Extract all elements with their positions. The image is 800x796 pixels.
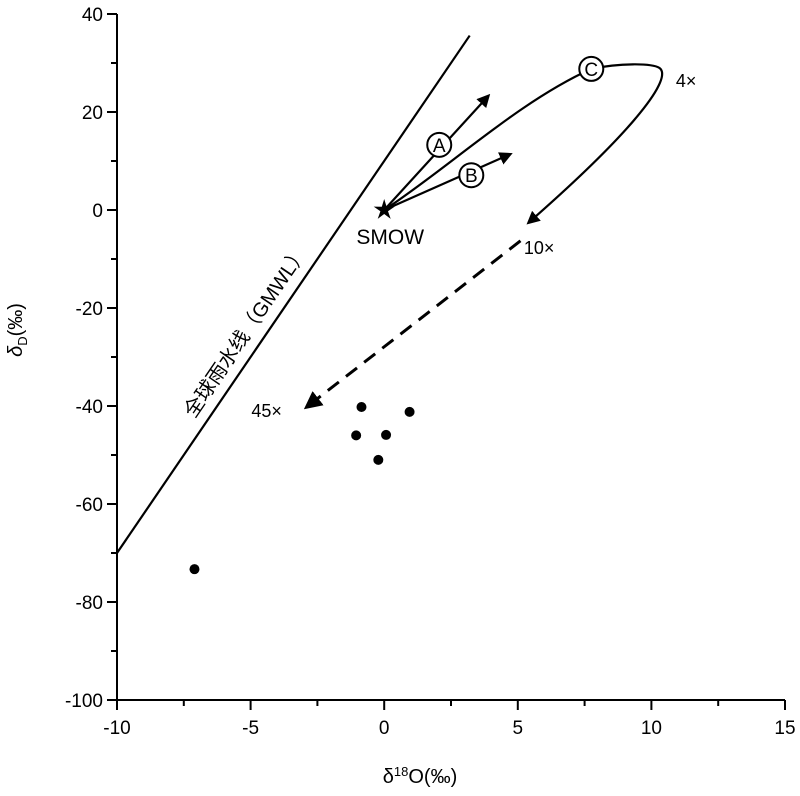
- y-axis-label: δD(‰): [5, 303, 30, 357]
- x-tick-label: 5: [513, 718, 524, 739]
- gmwl-label: 全球雨水线（GMWL）: [179, 242, 312, 422]
- data-point: [404, 406, 415, 417]
- y-tick-label: 0: [92, 201, 103, 222]
- path-a-circle: [426, 131, 453, 158]
- y-tick-label: -100: [65, 691, 103, 712]
- x-tick-label: 10: [641, 718, 662, 739]
- path-b-arrow: [383, 152, 513, 212]
- data-point: [373, 454, 384, 465]
- dashed-evaporation-arrow: [303, 239, 522, 410]
- x-tick-label: -5: [242, 718, 259, 739]
- smow-label: SMOW: [356, 226, 424, 249]
- enrichment-label: 4×: [676, 71, 697, 91]
- path-c-label: C: [584, 60, 598, 81]
- path-c-circle: [578, 55, 605, 82]
- y-tick-label: -60: [76, 495, 103, 516]
- data-point: [356, 401, 367, 412]
- x-tick-label: 0: [379, 718, 390, 739]
- path-b-label: B: [465, 166, 478, 187]
- path-c-curve: [383, 63, 664, 225]
- marks: 全球雨水线（GMWL） AB C SMOW 4× 10× 45×: [116, 34, 697, 575]
- data-point: [351, 430, 362, 441]
- x-tick-label: 15: [774, 718, 795, 739]
- gmwl-line: [116, 34, 471, 554]
- y-tick-label: -80: [76, 593, 103, 614]
- data-point: [381, 429, 392, 440]
- x-axis-label: δ18O(‰): [383, 764, 458, 788]
- axes: 40 20 0 -20 -40 -60 -80 -100-10 -5 0 5 10 15: [65, 5, 796, 739]
- y-tick-label: 40: [82, 5, 103, 26]
- y-tick-label: -40: [76, 397, 103, 418]
- path-a-label: A: [433, 136, 446, 157]
- data-point: [189, 564, 200, 575]
- x-tick-label: -10: [103, 718, 130, 739]
- enrichment-label: 10×: [524, 238, 555, 258]
- smow-star-icon: [373, 199, 395, 219]
- y-tick-label: -20: [76, 299, 103, 320]
- enrichment-label: 45×: [251, 401, 282, 421]
- y-tick-label: 20: [82, 103, 103, 124]
- path-b-circle: [458, 162, 485, 189]
